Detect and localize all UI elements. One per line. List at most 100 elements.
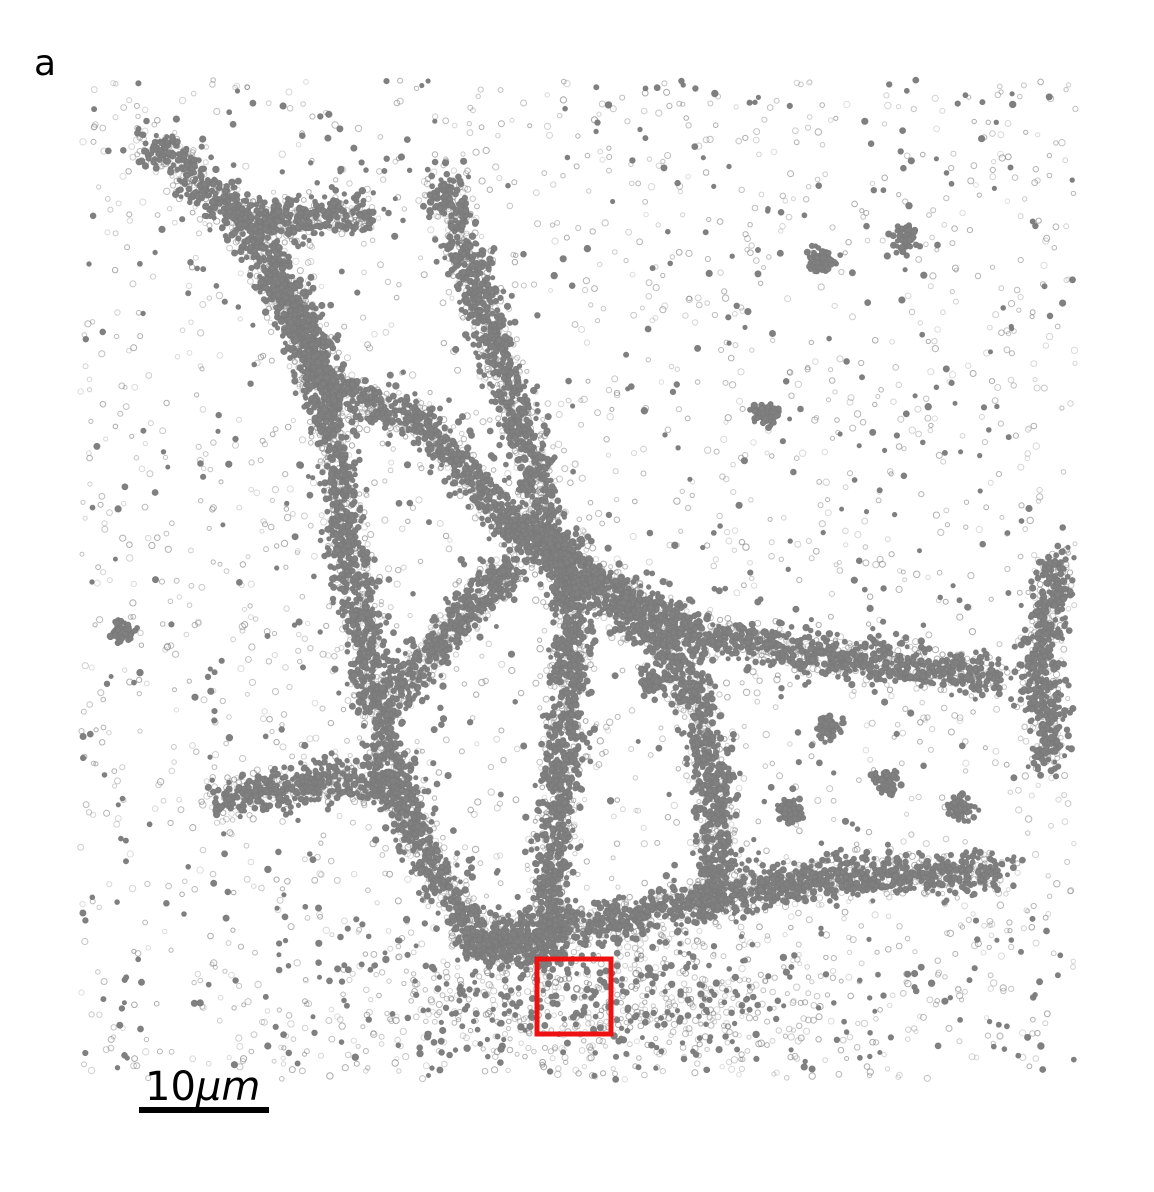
localization — [470, 258, 475, 263]
localization — [429, 173, 435, 179]
localization — [275, 906, 279, 910]
localization — [1048, 894, 1052, 898]
localization — [873, 561, 879, 567]
localization — [477, 266, 482, 271]
localization — [572, 461, 578, 467]
localization — [732, 312, 737, 317]
localization — [941, 310, 946, 315]
localization — [862, 587, 867, 592]
localization — [583, 798, 587, 802]
localization — [284, 606, 289, 611]
localization — [748, 250, 754, 256]
localization — [726, 538, 732, 544]
localization — [124, 975, 129, 980]
localization — [427, 520, 432, 525]
localization — [87, 455, 93, 461]
localization — [408, 613, 412, 617]
localization — [697, 928, 702, 933]
localization — [1000, 515, 1004, 519]
localization — [177, 797, 182, 802]
localization — [1005, 199, 1010, 204]
localization — [783, 933, 787, 937]
localization — [296, 648, 301, 653]
localization — [1008, 300, 1014, 306]
localization — [155, 213, 160, 218]
localization — [1009, 351, 1014, 356]
localization — [99, 493, 105, 499]
localization — [752, 205, 758, 211]
localization — [1015, 870, 1020, 875]
localization — [1044, 1011, 1050, 1017]
localization — [679, 78, 684, 83]
localization — [535, 313, 540, 318]
localization — [765, 451, 769, 455]
localization — [882, 699, 888, 705]
localization — [366, 825, 372, 831]
localization — [484, 305, 490, 311]
localization — [1037, 979, 1043, 985]
localization — [375, 901, 379, 905]
localization — [223, 915, 229, 921]
localization — [104, 437, 108, 441]
localization — [612, 814, 617, 819]
localization — [801, 1064, 807, 1070]
localization — [88, 388, 92, 392]
localization — [461, 251, 466, 256]
localization — [364, 487, 369, 492]
localization — [598, 149, 603, 154]
localization — [795, 541, 801, 547]
localization — [276, 849, 282, 855]
localization — [1004, 347, 1010, 353]
localization — [454, 667, 459, 672]
localization — [828, 614, 833, 619]
localization — [670, 389, 675, 394]
localization — [845, 1057, 849, 1061]
localization — [291, 1037, 296, 1042]
localization — [569, 283, 575, 289]
localization — [146, 946, 151, 951]
localization — [498, 121, 504, 127]
localization — [1021, 83, 1026, 88]
localization — [806, 917, 812, 923]
localization — [1073, 361, 1077, 365]
localization — [100, 125, 106, 131]
localization — [579, 475, 585, 481]
localization — [350, 820, 355, 825]
localization — [493, 164, 499, 170]
localization — [550, 508, 555, 513]
localization — [815, 177, 820, 182]
localization — [242, 607, 246, 611]
localization — [132, 680, 137, 685]
localization — [523, 473, 528, 478]
localization — [463, 332, 469, 338]
localization — [893, 365, 899, 371]
localization — [138, 261, 143, 266]
localization — [846, 240, 851, 245]
localization — [1022, 197, 1026, 201]
localization — [231, 928, 235, 932]
localization — [647, 157, 651, 161]
localization — [190, 825, 196, 831]
localization — [443, 118, 449, 124]
localization — [678, 190, 682, 194]
localization — [114, 821, 120, 827]
localization — [416, 497, 422, 503]
localization — [934, 126, 940, 132]
localization — [1041, 385, 1047, 391]
localization — [703, 170, 709, 176]
localization — [959, 743, 965, 749]
localization — [344, 452, 348, 456]
localization — [218, 995, 223, 1000]
localization — [809, 556, 814, 561]
localization — [612, 673, 618, 679]
localization — [214, 108, 220, 114]
localization — [281, 540, 287, 546]
localization — [132, 1056, 138, 1062]
localization — [546, 473, 550, 477]
localization — [663, 873, 669, 879]
localization — [377, 169, 383, 175]
localization — [859, 924, 864, 929]
localization — [747, 100, 752, 105]
localization — [394, 295, 399, 300]
localization — [90, 895, 95, 900]
